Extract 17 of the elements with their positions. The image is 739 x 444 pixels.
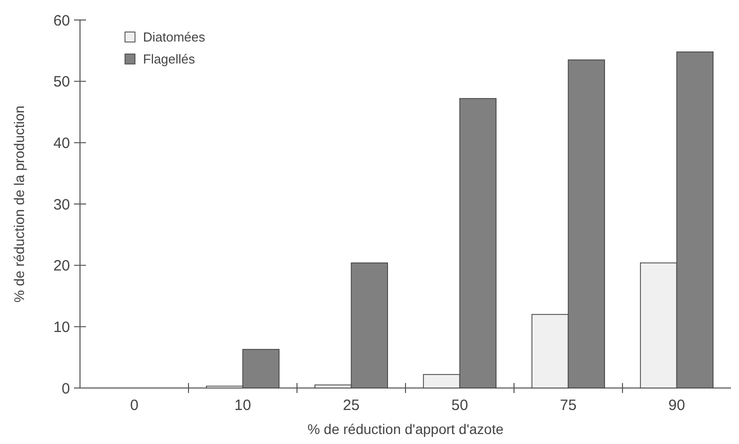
x-tick-label: 0 [130, 397, 138, 414]
y-tick-label: 0 [62, 380, 70, 398]
y-tick-label: 10 [53, 318, 70, 336]
x-tick-label: 50 [451, 397, 468, 414]
x-tick-label: 10 [234, 397, 252, 414]
legend-label: Flagellés [143, 52, 196, 67]
y-axis-title: % de réduction de la production [11, 106, 27, 302]
x-tick-label: 75 [560, 397, 577, 414]
y-tick-label: 40 [53, 134, 70, 152]
x-axis-title: % de réduction d'apport d'azote [307, 421, 504, 437]
x-tick-label: 90 [668, 397, 686, 414]
y-tick-label: 30 [53, 196, 70, 214]
y-tick-label: 20 [53, 258, 70, 275]
legend-label: Diatomées [143, 30, 206, 45]
y-tick-label: 50 [53, 74, 70, 91]
y-tick-label: 60 [53, 12, 70, 30]
x-tick-label: 25 [342, 397, 360, 414]
